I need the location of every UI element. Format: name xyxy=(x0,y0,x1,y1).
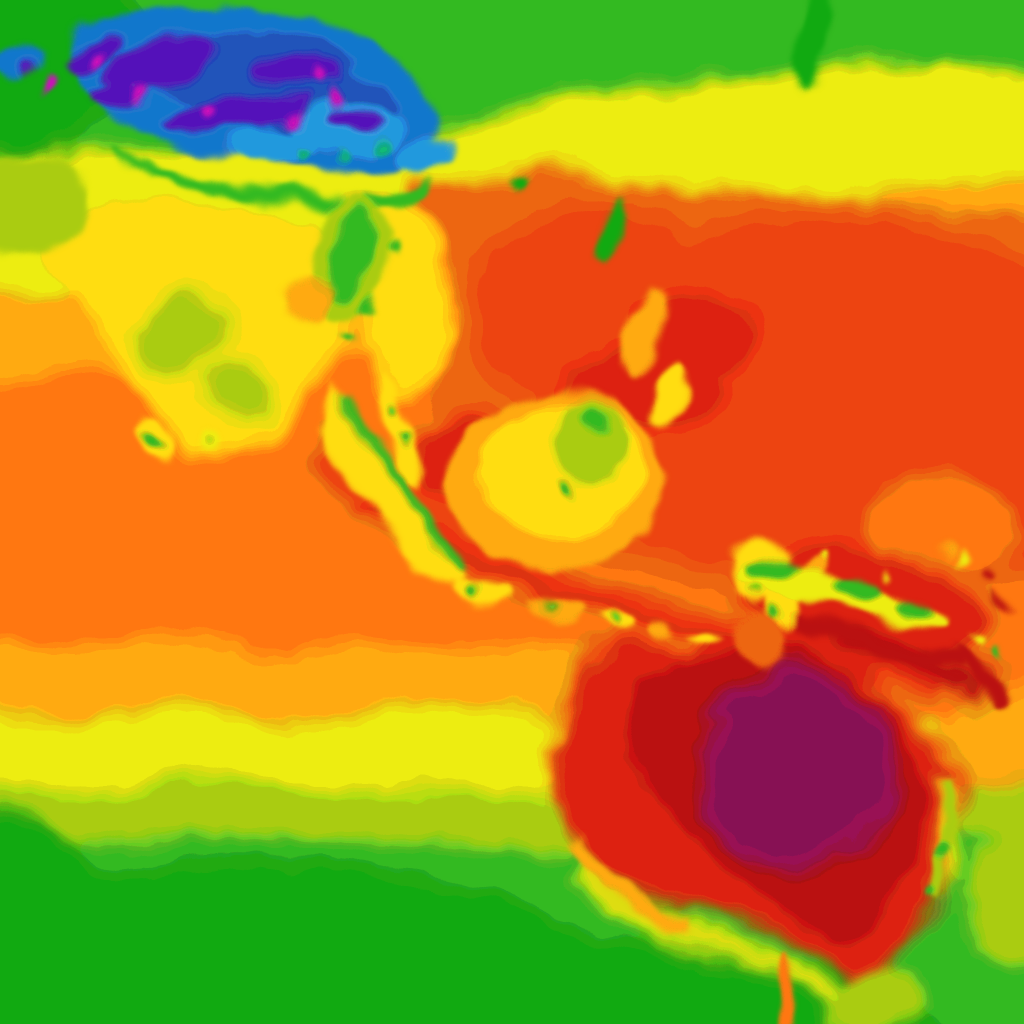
island-philippines xyxy=(621,290,663,380)
highland-speck xyxy=(365,293,379,307)
himalaya-green-front xyxy=(110,146,431,209)
peak-speck xyxy=(45,79,59,93)
highland-speck xyxy=(347,330,357,340)
heat-blob xyxy=(0,810,120,1024)
band-amber-south xyxy=(0,640,642,722)
region-australia-core3 xyxy=(708,681,788,731)
heat-blob xyxy=(135,290,235,370)
victoria-coast-streak xyxy=(779,956,798,1024)
ridge-purple xyxy=(163,94,307,130)
island-sumatra-spine xyxy=(335,395,461,571)
peak-speck xyxy=(311,73,325,87)
heat-blob xyxy=(282,278,338,322)
ridge-purple xyxy=(107,35,213,89)
newguinea-highland xyxy=(836,580,888,604)
island-sumatra xyxy=(323,388,462,586)
heat-blob xyxy=(0,48,48,76)
region-sunda-trench-red xyxy=(352,500,950,684)
heat-blob xyxy=(210,365,270,415)
region-australia-core2 xyxy=(776,662,848,718)
peak-speck xyxy=(201,101,215,115)
highland-speck xyxy=(512,174,528,190)
highland-speck xyxy=(924,878,936,890)
heat-blob xyxy=(640,280,760,380)
newguinea-valley-red xyxy=(794,614,960,676)
peak-speck xyxy=(24,64,36,76)
island-philippines2 xyxy=(651,362,685,428)
heat-blob xyxy=(400,139,450,165)
island-speck xyxy=(969,634,981,646)
ne-india-hills xyxy=(328,206,372,298)
island-atoll-core xyxy=(201,434,209,442)
island-speck xyxy=(817,555,827,565)
island-speck xyxy=(952,554,964,566)
island-speck xyxy=(941,547,951,557)
ridge-purple xyxy=(96,86,140,106)
highland-speck xyxy=(468,584,480,596)
highland-speck xyxy=(544,604,552,612)
peak-speck xyxy=(135,87,149,101)
island-chain xyxy=(598,612,638,632)
island-borneo-highland xyxy=(554,408,622,484)
gulf-carpentaria xyxy=(732,608,784,676)
highland-speck xyxy=(608,616,616,624)
highland-speck xyxy=(936,844,952,860)
fringe-australia-sw xyxy=(572,838,690,928)
teal-speck xyxy=(339,154,351,166)
island-chain xyxy=(696,629,720,643)
newguinea-spur-red xyxy=(944,650,1010,709)
teal-speck xyxy=(293,151,307,165)
heat-blob xyxy=(225,130,315,166)
luzon-ridge xyxy=(601,208,623,252)
highland-speck xyxy=(388,404,396,412)
peak-speck xyxy=(291,111,305,125)
highland-speck xyxy=(774,606,786,618)
ridge-purple xyxy=(333,108,383,128)
island-chain xyxy=(654,623,682,637)
peak-speck xyxy=(91,53,105,67)
highland-speck xyxy=(386,242,398,254)
fringe-australia-se xyxy=(819,967,929,1024)
island-malay-peninsula xyxy=(375,368,423,489)
newguinea-highland xyxy=(748,560,796,580)
peak-speck xyxy=(331,93,345,107)
highland-speck xyxy=(354,204,370,220)
fringe-australia-eastcoast xyxy=(928,770,956,895)
fringe-australia-south xyxy=(572,856,846,1010)
island-speck xyxy=(990,647,1000,657)
island-java xyxy=(450,579,514,605)
island-newguinea-ridge xyxy=(738,562,946,628)
island-speck xyxy=(886,574,894,582)
highland-speck xyxy=(583,417,605,439)
newguinea-highland xyxy=(903,600,929,616)
island-chain xyxy=(530,601,582,623)
heat-blob xyxy=(870,460,1010,580)
highland-speck xyxy=(560,486,572,498)
heat-blob xyxy=(0,153,90,257)
ne-green-streak xyxy=(794,0,836,94)
reef-dash xyxy=(994,593,1018,607)
teal-speck xyxy=(373,133,391,151)
highland-speck xyxy=(141,434,157,450)
highland-speck xyxy=(397,437,407,447)
reef-dash xyxy=(979,570,997,584)
heat-blob xyxy=(960,840,1024,960)
